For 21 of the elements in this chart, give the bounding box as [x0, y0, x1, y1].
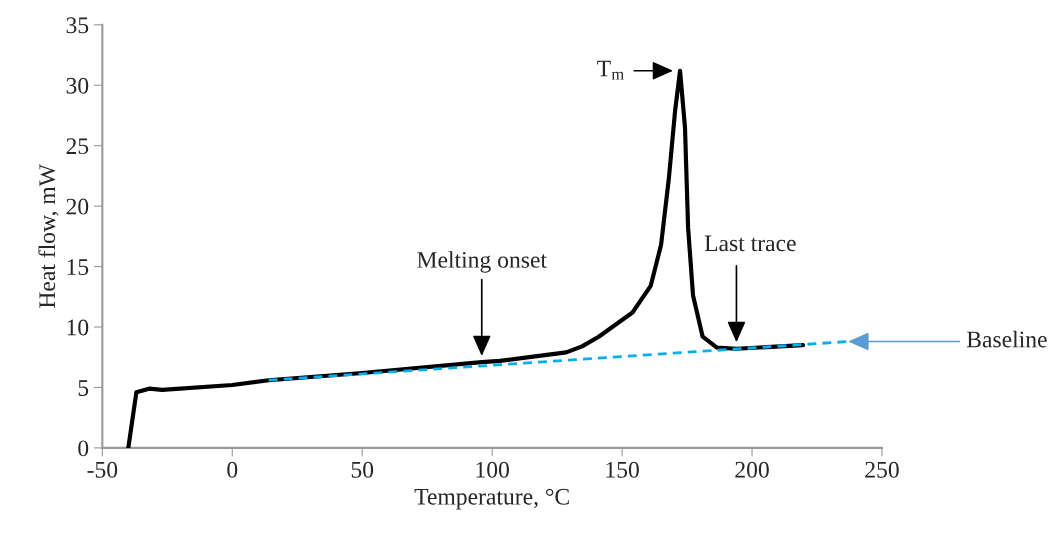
x-axis-title: Temperature, °C [414, 488, 569, 510]
y-tick-label: 15 [67, 259, 89, 275]
x-tick-label: 100 [476, 461, 509, 478]
y-tick-label: 10 [67, 319, 89, 336]
y-tick-label: 5 [78, 380, 89, 396]
x-tick-label: 250 [865, 461, 899, 478]
x-tick-label: 200 [735, 461, 769, 478]
annotation: Last trace [704, 235, 796, 252]
y-tick-label: 25 [66, 138, 89, 155]
x-tick-label: 50 [351, 461, 374, 478]
x-tick-label: 150 [606, 461, 639, 478]
x-tick-label: -50 [87, 461, 118, 478]
annotation: Baseline [966, 330, 1047, 348]
annotation: T$_{m}$ [597, 60, 624, 80]
y-tick-label: 20 [66, 198, 89, 215]
y-tick-label: 0 [78, 440, 89, 457]
y-axis-title: Heat flow, mW [38, 164, 59, 309]
x-tick-label: 0 [227, 461, 238, 478]
annotation: Melting onset [417, 251, 547, 273]
y-tick-label: 35 [66, 17, 89, 34]
y-tick-label: 30 [66, 77, 89, 94]
